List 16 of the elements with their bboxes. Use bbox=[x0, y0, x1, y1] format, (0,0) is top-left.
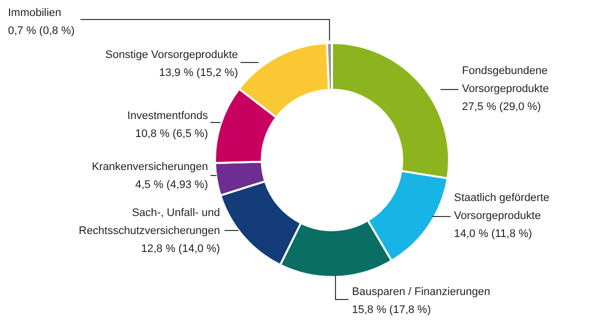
data-label: 0,7 % (0,8 %) bbox=[8, 24, 76, 39]
slice-label: Krankenversicherungen bbox=[90, 160, 208, 175]
slice-label: Sach-, Unfall- und Rechtsschutzversicherungen bbox=[78, 206, 220, 239]
slice-label: Sonstige Vorsorgeprodukte bbox=[104, 48, 238, 63]
slice-label: Immobilien bbox=[8, 6, 62, 21]
slice-label: Staatlich geförderte Vorsorgeprodukte bbox=[454, 191, 550, 224]
data-label: 13,9 % (15,2 %) bbox=[158, 66, 238, 81]
slice-label: Fondsgebundene Vorsorgeprodukte bbox=[462, 64, 550, 97]
data-label: 10,8 % (6,5 %) bbox=[134, 127, 208, 142]
slice-label: Bausparen / Finanzierungen bbox=[352, 285, 492, 300]
data-label: 14,0 % (11,8 %) bbox=[454, 227, 534, 242]
data-label: 15,8 % (17,8 %) bbox=[352, 303, 432, 318]
data-label: 12,8 % (14,0 %) bbox=[140, 242, 220, 257]
slice-label: Investmentfonds bbox=[126, 109, 208, 124]
data-label: 27,5 % (29,0 %) bbox=[462, 100, 542, 115]
data-label: 4,5 % (4,93 %) bbox=[134, 178, 208, 193]
